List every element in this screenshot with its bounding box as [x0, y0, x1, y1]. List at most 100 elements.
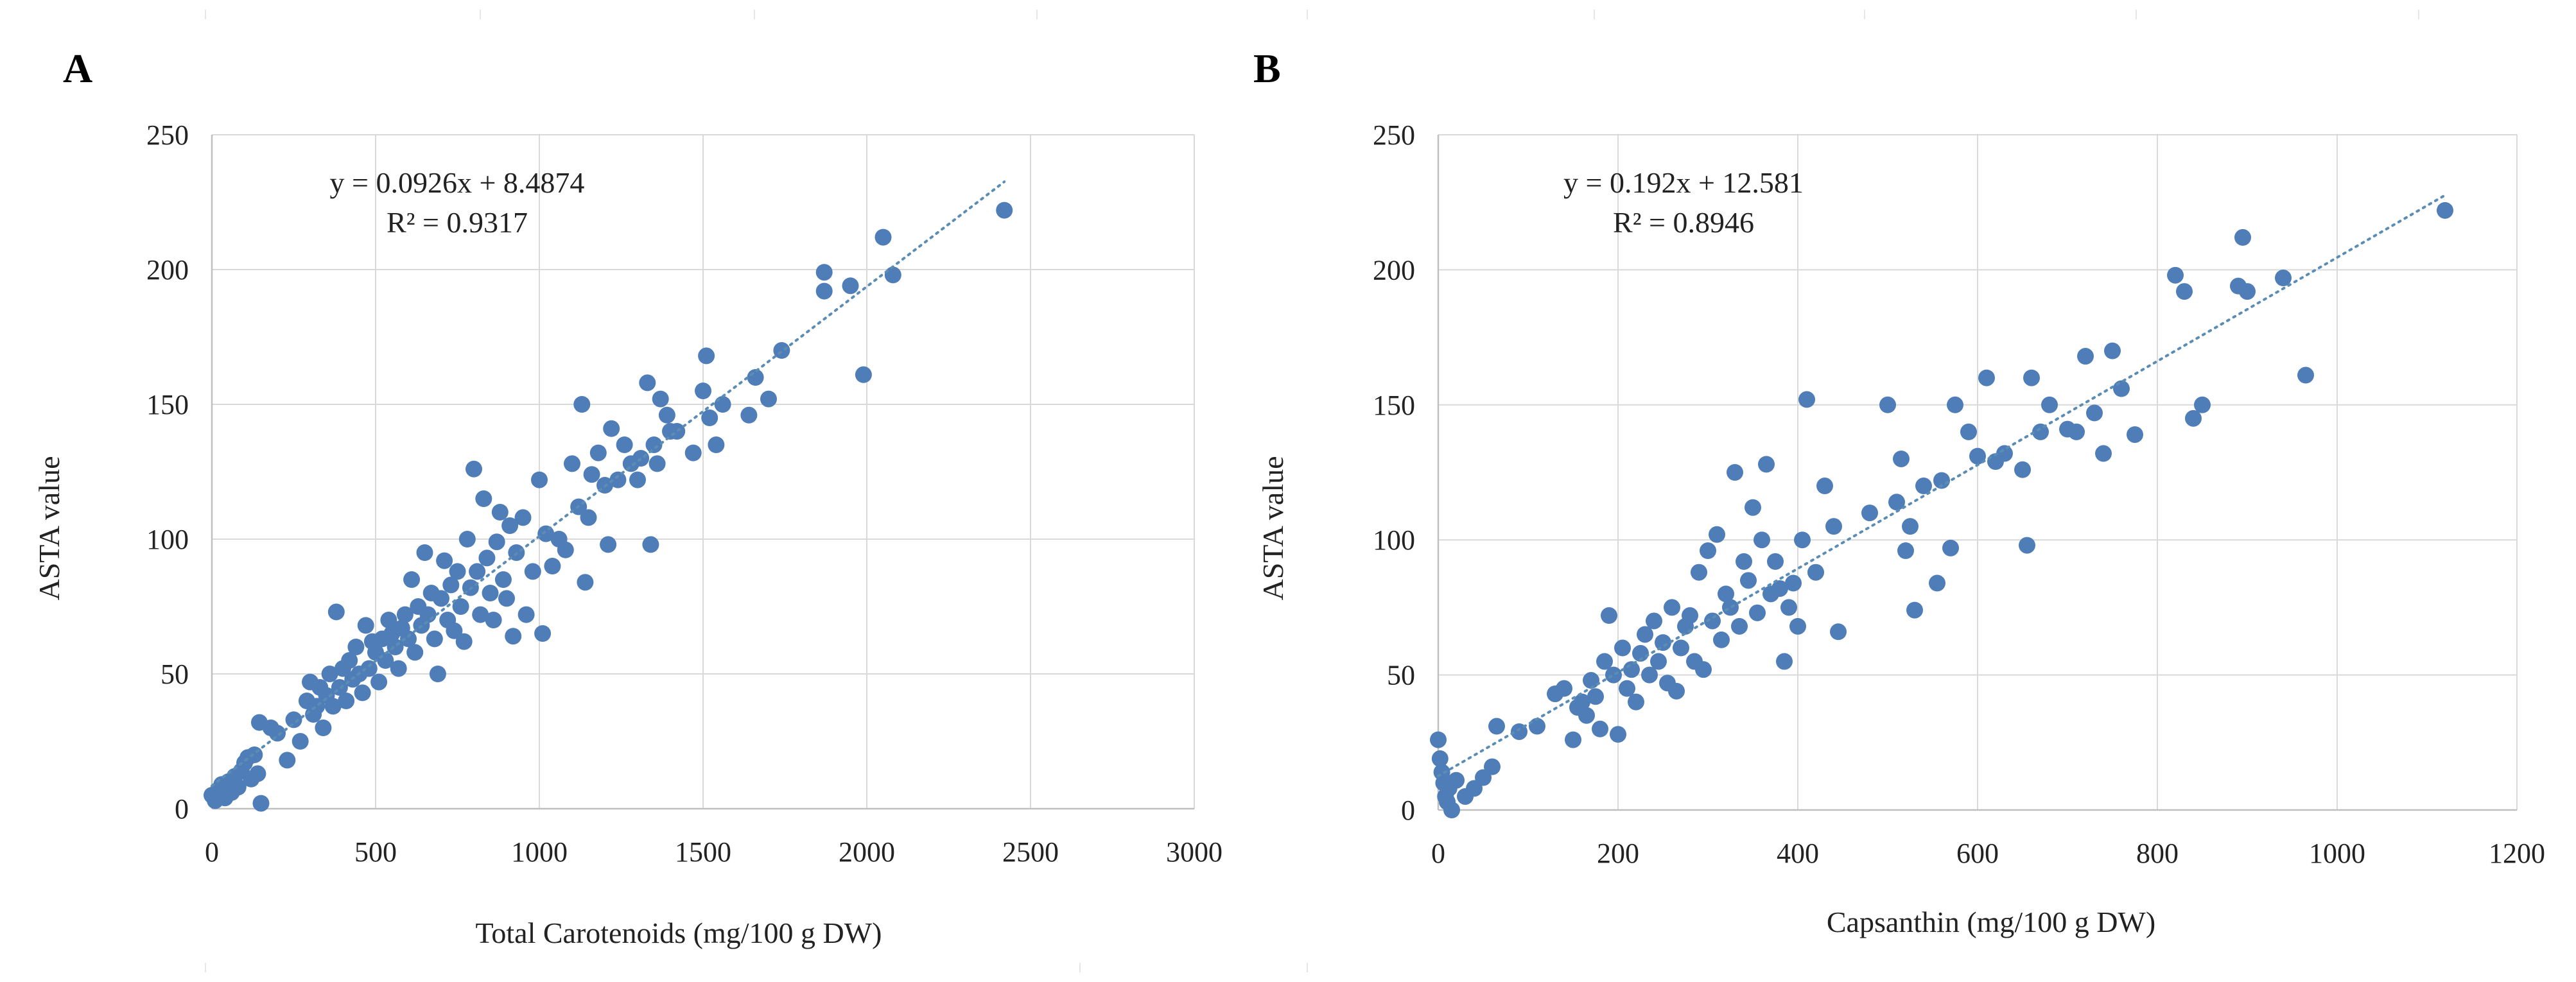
data-point — [1587, 688, 1604, 705]
data-point — [321, 666, 338, 682]
data-points-b — [1430, 202, 2453, 818]
data-point — [1578, 707, 1595, 724]
x-tick-label: 500 — [354, 836, 397, 868]
data-point — [609, 471, 627, 488]
data-point — [1893, 450, 1910, 467]
data-point — [494, 571, 512, 588]
data-point — [639, 374, 656, 392]
x-tick-label: 2000 — [839, 836, 895, 868]
data-point — [2437, 202, 2453, 219]
data-point — [1758, 456, 1775, 473]
data-point — [1556, 680, 1572, 697]
data-point — [740, 406, 758, 424]
x-tick-label: 800 — [2136, 838, 2179, 869]
data-point — [1668, 682, 1685, 700]
data-point — [698, 347, 715, 365]
data-point — [406, 644, 424, 661]
y-tick-label: 200 — [146, 254, 189, 286]
data-point — [458, 531, 476, 547]
data-point — [269, 725, 286, 742]
y-tick-labels-b: 0 50 100 150 200 250 — [1373, 119, 1415, 826]
data-point — [498, 590, 515, 607]
data-point — [701, 409, 718, 426]
data-point — [2032, 423, 2049, 440]
data-point — [1740, 572, 1757, 589]
y-tick-label: 150 — [146, 389, 189, 420]
chart-panel-a: A 0 50 100 150 200 250 0 500 1000 1500 2000 2500 30… — [33, 46, 1223, 949]
data-point — [1650, 653, 1667, 670]
data-point — [514, 509, 532, 526]
data-point — [1637, 626, 1653, 643]
x-tick-label: 1000 — [2309, 838, 2365, 869]
data-point — [1780, 599, 1797, 616]
data-point — [279, 752, 296, 769]
page-edge-marks — [205, 10, 2419, 972]
panel-label-b: B — [1253, 46, 1281, 91]
equation-b: y = 0.192x + 12.581 — [1563, 166, 1804, 199]
data-point — [1610, 726, 1626, 743]
x-tick-label: 600 — [1956, 838, 1999, 869]
data-point — [455, 633, 473, 650]
r-squared-a: R² = 0.9317 — [387, 206, 528, 239]
data-point — [2239, 283, 2256, 300]
data-point — [449, 563, 466, 580]
data-point — [1727, 464, 1743, 481]
x-tick-labels-a: 0 500 1000 1500 2000 2500 3000 — [205, 836, 1223, 868]
data-point — [1673, 639, 1689, 657]
data-point — [714, 396, 731, 413]
data-point — [842, 277, 859, 295]
data-point — [524, 563, 541, 580]
data-point — [2086, 404, 2103, 422]
data-point — [315, 719, 332, 736]
x-tick-label: 2500 — [1002, 836, 1059, 868]
data-point — [1704, 612, 1721, 630]
data-point — [472, 606, 489, 623]
data-point — [1619, 680, 1635, 697]
data-point — [2019, 537, 2035, 554]
data-point — [1623, 661, 1640, 678]
data-points-a — [204, 202, 1013, 812]
data-point — [400, 630, 417, 648]
data-point — [603, 420, 620, 437]
data-point — [2275, 270, 2292, 287]
data-point — [1888, 494, 1905, 511]
data-point — [1798, 391, 1815, 408]
x-axis-title-b: Capsanthin (mg/100 g DW) — [1827, 906, 2155, 938]
data-point — [1776, 653, 1793, 670]
data-point — [1655, 634, 1671, 651]
data-point — [1933, 472, 1950, 489]
x-tick-label: 3000 — [1166, 836, 1223, 868]
data-point — [1879, 396, 1896, 413]
gridlines-a — [212, 134, 1195, 809]
data-point — [1605, 666, 1622, 684]
data-point — [564, 455, 580, 472]
data-point — [1691, 564, 1707, 581]
data-point — [249, 765, 266, 782]
data-point — [2077, 348, 2094, 365]
data-point — [501, 517, 519, 534]
data-point — [2113, 380, 2130, 397]
data-point — [347, 639, 365, 655]
data-point — [1484, 758, 1501, 775]
data-point — [1754, 531, 1770, 549]
data-point — [1960, 423, 1977, 440]
data-point — [815, 264, 833, 281]
data-point — [1574, 693, 1590, 711]
data-point — [2167, 266, 2184, 284]
data-point — [544, 558, 561, 574]
y-tick-label: 0 — [175, 793, 189, 825]
data-point — [1830, 623, 1847, 641]
y-axis-title-b: ASTA value — [1257, 456, 1289, 600]
data-point — [1718, 585, 1734, 603]
data-point — [2194, 396, 2211, 413]
data-point — [246, 746, 263, 763]
data-point — [1664, 599, 1680, 616]
data-point — [1596, 653, 1613, 670]
data-point — [1771, 580, 1788, 597]
data-point — [1628, 693, 1644, 711]
data-point — [1816, 478, 1833, 495]
data-point — [684, 444, 702, 461]
data-point — [1641, 666, 1658, 684]
data-point — [518, 606, 535, 623]
data-point — [996, 202, 1013, 219]
